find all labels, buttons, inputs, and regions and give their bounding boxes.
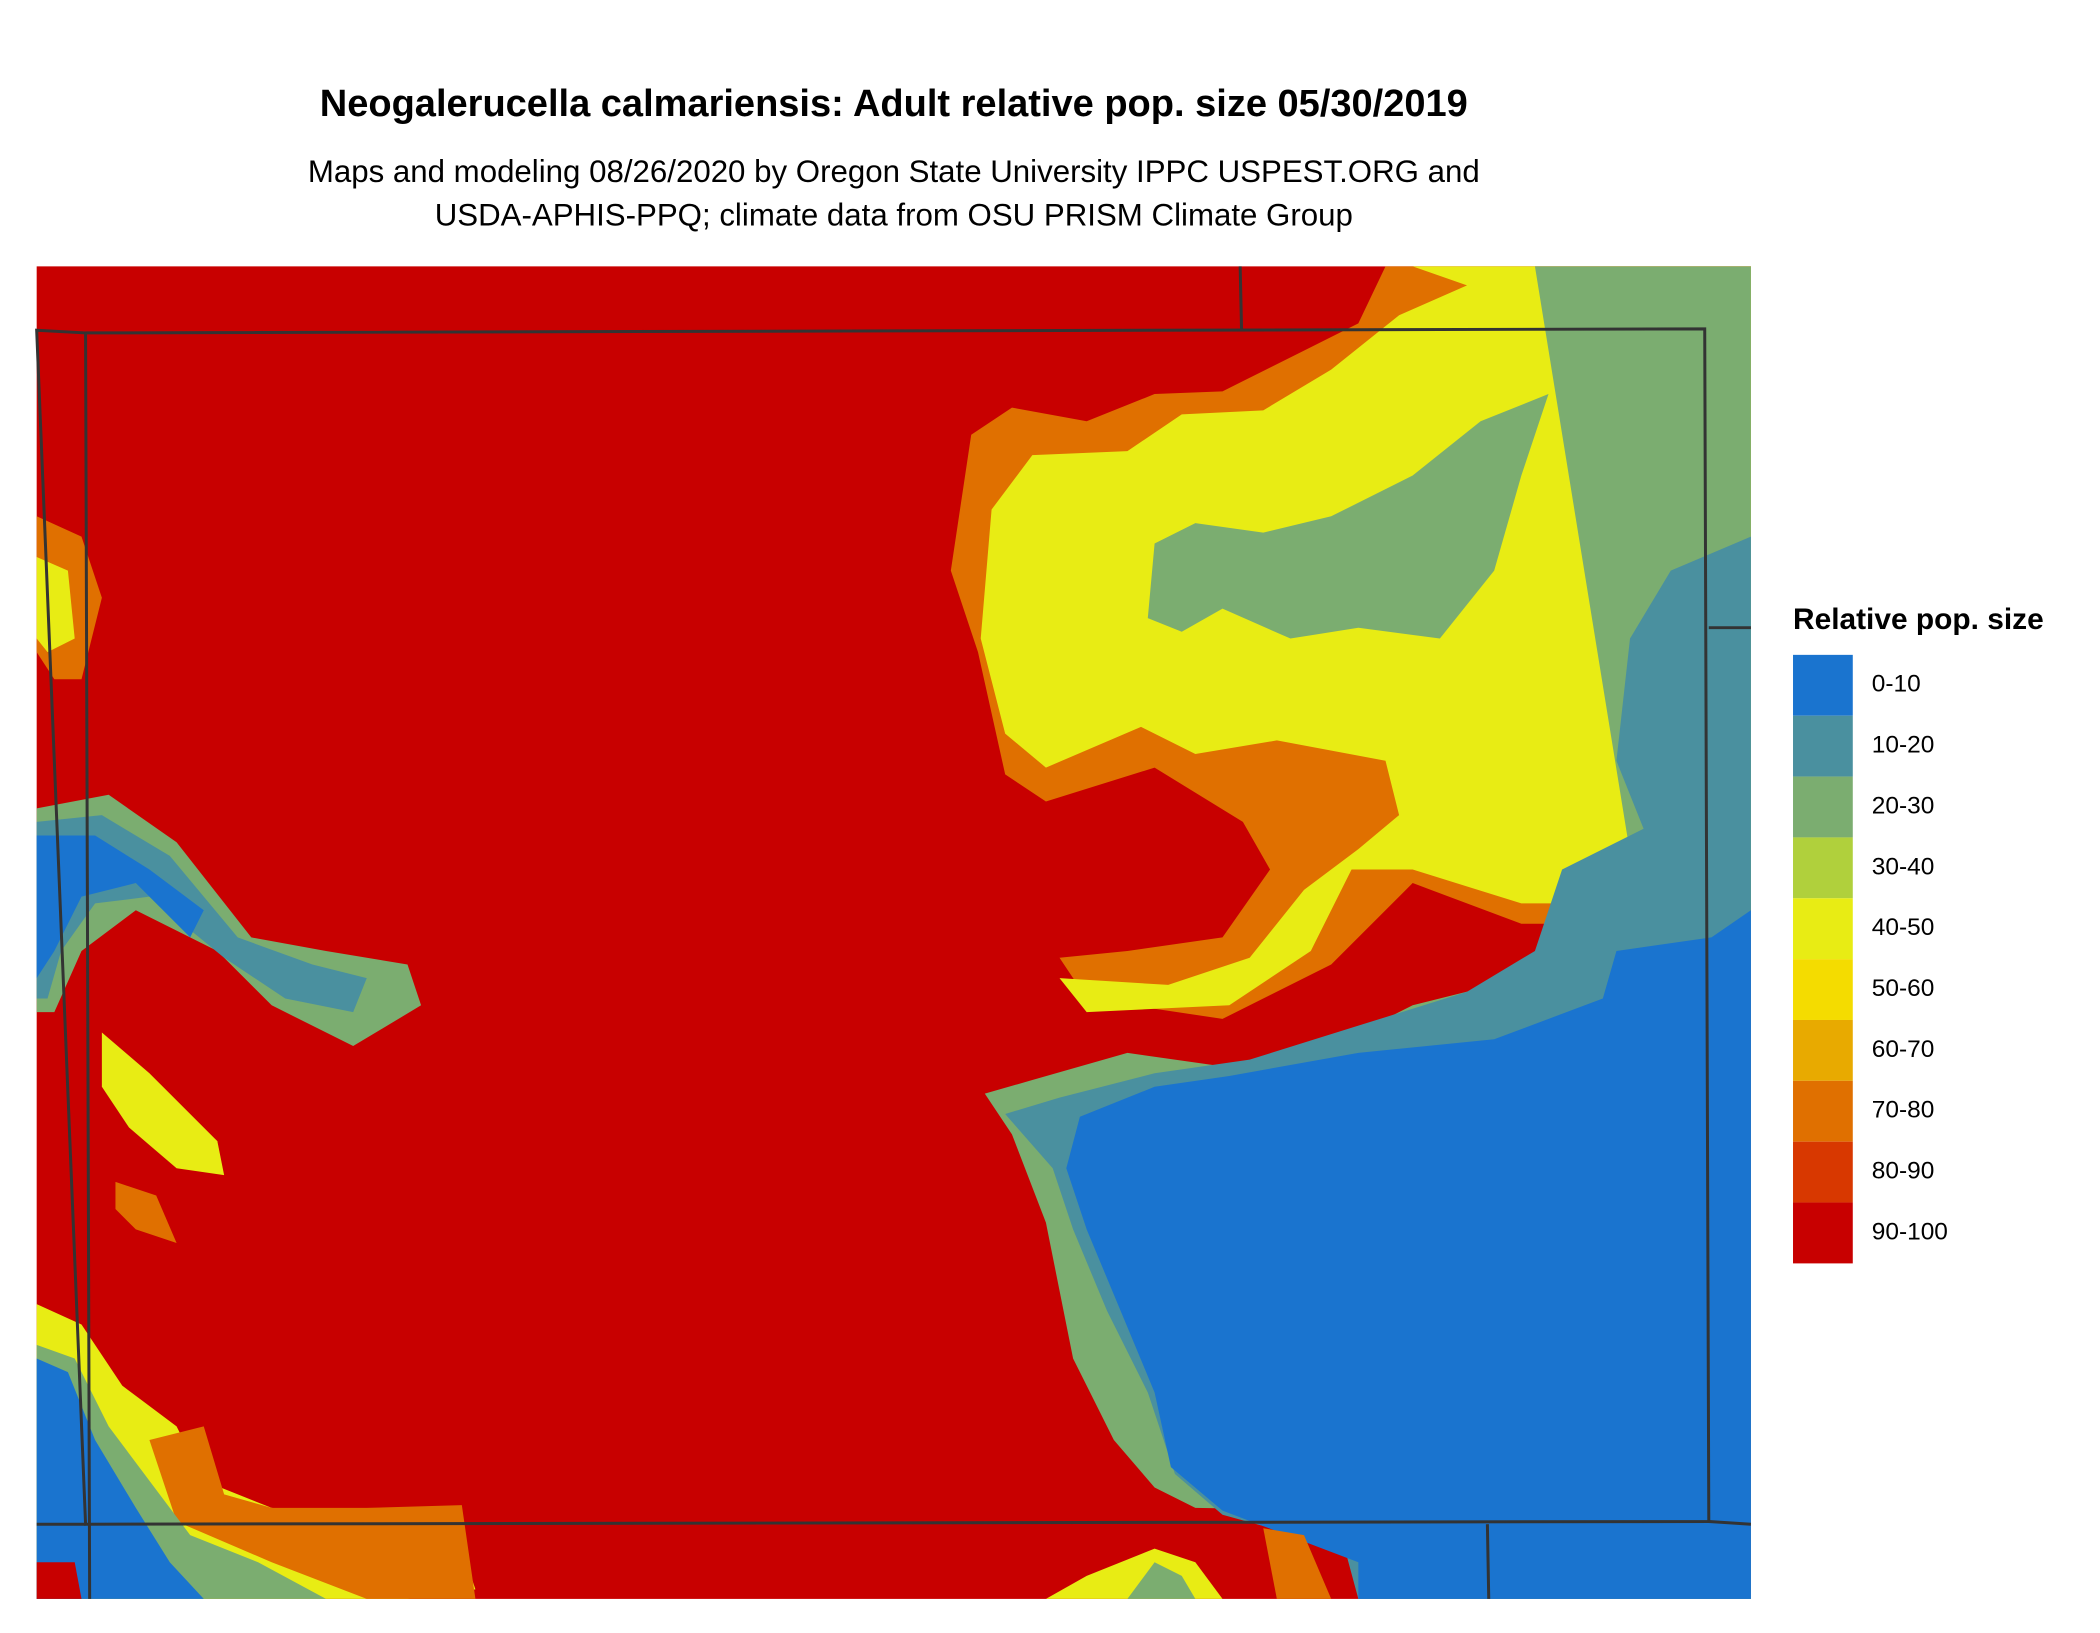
- legend-swatch: [1793, 1141, 1853, 1203]
- legend-label: 90-100: [1872, 1218, 1948, 1245]
- legend-swatch: [1793, 1202, 1853, 1264]
- region: [36, 1562, 82, 1599]
- region: [36, 1358, 204, 1599]
- region: [115, 1181, 177, 1244]
- region: [1147, 394, 1549, 639]
- region: [1127, 1562, 1196, 1599]
- region: [980, 266, 1751, 1013]
- legend-label: 70-80: [1872, 1097, 1935, 1124]
- legend: 0-10 10-20 20-30 30-40 40-50 50-60 60-70 70-80 8…: [1793, 654, 1948, 1264]
- legend-swatch: [1793, 959, 1853, 1020]
- map: [35, 266, 1752, 1599]
- region: [1263, 1528, 1332, 1599]
- title: Neogalerucella calmariensis: Adult relat…: [320, 83, 1468, 125]
- region: [36, 835, 204, 979]
- legend-label: 60-70: [1872, 1036, 1935, 1063]
- subtitle: USDA-APHIS-PPQ; climate data from OSU PR…: [435, 198, 1353, 233]
- legend-swatch: [1793, 654, 1853, 716]
- legend-label: 80-90: [1872, 1158, 1935, 1185]
- legend-label: 40-50: [1872, 914, 1935, 941]
- region: [1066, 910, 1751, 1599]
- legend-label: 30-40: [1872, 853, 1935, 880]
- legend-title: Relative pop. size: [1793, 603, 2044, 636]
- legend-label: 10-20: [1872, 732, 1935, 759]
- legend-label: 50-60: [1872, 975, 1935, 1002]
- region: [149, 1426, 476, 1599]
- region: [101, 1032, 225, 1176]
- state-border: [36, 266, 1752, 1599]
- state-border: [35, 327, 1711, 1526]
- legend-label: 0-10: [1872, 671, 1921, 698]
- legend-swatch: [1793, 1019, 1853, 1081]
- legend-label: 20-30: [1872, 792, 1935, 819]
- legend-swatch: [1793, 837, 1853, 899]
- legend-swatch: [1793, 776, 1853, 838]
- legend-swatch: [1793, 715, 1853, 777]
- legend-swatch: [1793, 1080, 1853, 1142]
- legend-swatch: [1793, 898, 1853, 960]
- subtitle: Maps and modeling 08/26/2020 by Oregon S…: [308, 154, 1480, 189]
